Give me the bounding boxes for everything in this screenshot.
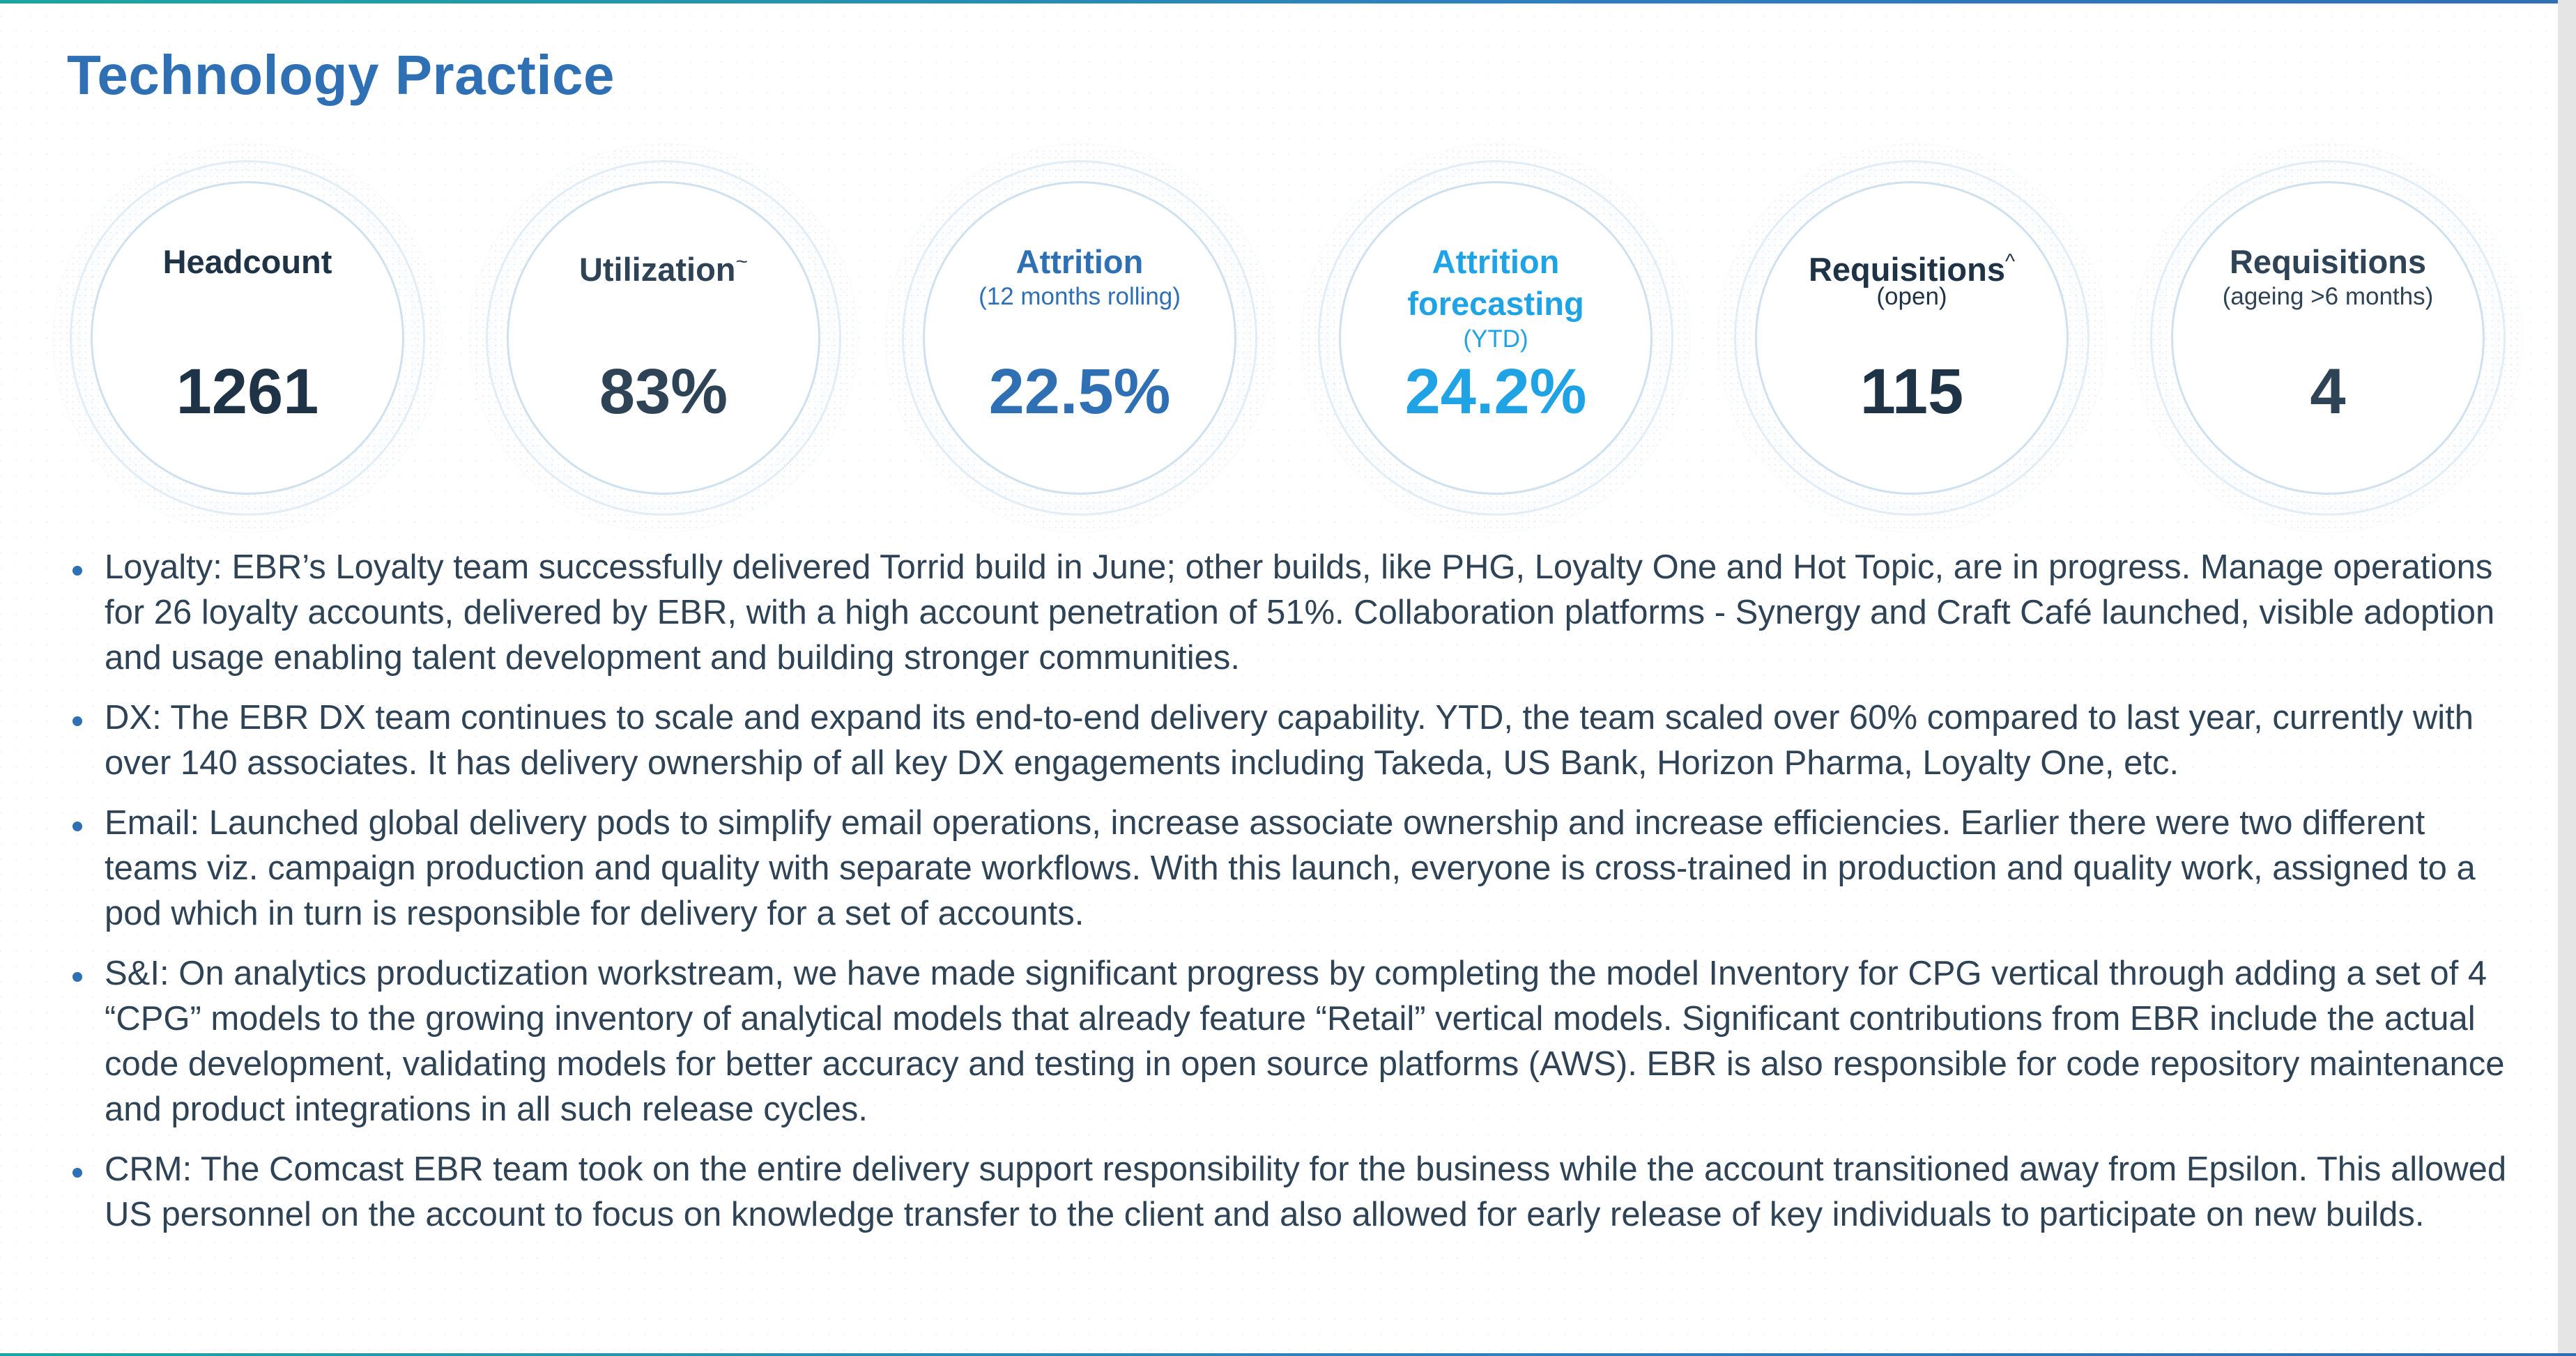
bullet-dot-icon — [72, 1168, 82, 1178]
bullet-dot-icon — [72, 566, 82, 576]
kpi-label: Utilization~ — [578, 250, 749, 288]
kpi-footnote-marker: ^ — [2004, 250, 2016, 273]
kpi-ring-middle — [486, 160, 841, 516]
kpi-requisitions-open: Requisitions^ (open) 115 — [1717, 143, 2107, 533]
bullet-email: Email: Launched global delivery pods to … — [70, 801, 2509, 937]
kpi-ring-inner — [2171, 181, 2485, 495]
kpi-row: Headcount 1261 Utilization~ 83% Attritio… — [0, 0, 2576, 533]
kpi-footnote-marker: ~ — [735, 250, 749, 273]
kpi-ring-inner — [1339, 181, 1653, 495]
bullet-loyalty: Loyalty: EBR’s Loyalty team successfully… — [70, 545, 2509, 681]
kpi-value: 24.2% — [1404, 356, 1587, 427]
bullet-text: Email: Launched global delivery pods to … — [105, 804, 2476, 932]
kpi-value: 115 — [1860, 356, 1964, 427]
kpi-ring-middle — [70, 160, 425, 516]
kpi-label: Requisitions^ — [1808, 250, 2016, 288]
kpi-ring-middle — [2150, 160, 2506, 516]
bullet-dot-icon — [72, 972, 82, 982]
highlights-list: Loyalty: EBR’s Loyalty team successfully… — [70, 545, 2509, 1252]
kpi-label-line2: forecasting — [1407, 285, 1584, 322]
kpi-ring-inner — [1755, 181, 2069, 495]
kpi-ring-middle — [1734, 160, 2090, 516]
kpi-label: Attrition — [1015, 243, 1144, 280]
bullet-text: Loyalty: EBR’s Loyalty team successfully… — [105, 548, 2495, 677]
kpi-sublabel: (open) — [1876, 283, 1947, 310]
kpi-label: Attrition — [1432, 243, 1560, 280]
kpi-sublabel: (ageing >6 months) — [2222, 283, 2434, 310]
bullet-text: DX: The EBR DX team continues to scale a… — [105, 699, 2474, 782]
kpi-ring-inner — [91, 181, 404, 495]
kpi-value: 4 — [2310, 356, 2346, 427]
bullet-text: CRM: The Comcast EBR team took on the en… — [105, 1150, 2507, 1233]
kpi-attrition: Attrition (12 months rolling) 22.5% — [884, 143, 1275, 533]
kpi-sublabel: (12 months rolling) — [979, 283, 1181, 310]
kpi-value: 22.5% — [988, 356, 1171, 427]
kpi-label: Headcount — [162, 243, 332, 280]
kpi-value: 1261 — [176, 356, 319, 427]
bottom-accent-rule — [0, 1353, 2576, 1356]
bullet-dx: DX: The EBR DX team continues to scale a… — [70, 695, 2509, 786]
page-title: Technology Practice — [67, 44, 615, 106]
kpi-sublabel: (YTD) — [1463, 325, 1528, 353]
kpi-attrition-forecasting: Attrition forecasting (YTD) 24.2% — [1301, 143, 1691, 533]
bullet-text: S&I: On analytics productization workstr… — [105, 955, 2505, 1128]
kpi-headcount: Headcount 1261 — [52, 143, 443, 533]
kpi-ring-inner — [507, 181, 820, 495]
bullet-dot-icon — [72, 822, 82, 831]
kpi-value: 83% — [599, 356, 728, 427]
bullet-s-and-i: S&I: On analytics productization workstr… — [70, 951, 2509, 1132]
kpi-ring-middle — [1318, 160, 1673, 516]
bullet-crm: CRM: The Comcast EBR team took on the en… — [70, 1147, 2509, 1238]
bullet-dot-icon — [72, 716, 82, 726]
kpi-ring-middle — [902, 160, 1257, 516]
right-edge-strip — [2558, 0, 2576, 1356]
top-accent-rule — [0, 0, 2576, 3]
kpi-utilization: Utilization~ 83% — [468, 143, 859, 533]
kpi-requisitions-ageing: Requisitions (ageing >6 months) 4 — [2133, 143, 2523, 533]
kpi-ring-inner — [923, 181, 1236, 495]
kpi-label: Requisitions — [2229, 243, 2427, 280]
